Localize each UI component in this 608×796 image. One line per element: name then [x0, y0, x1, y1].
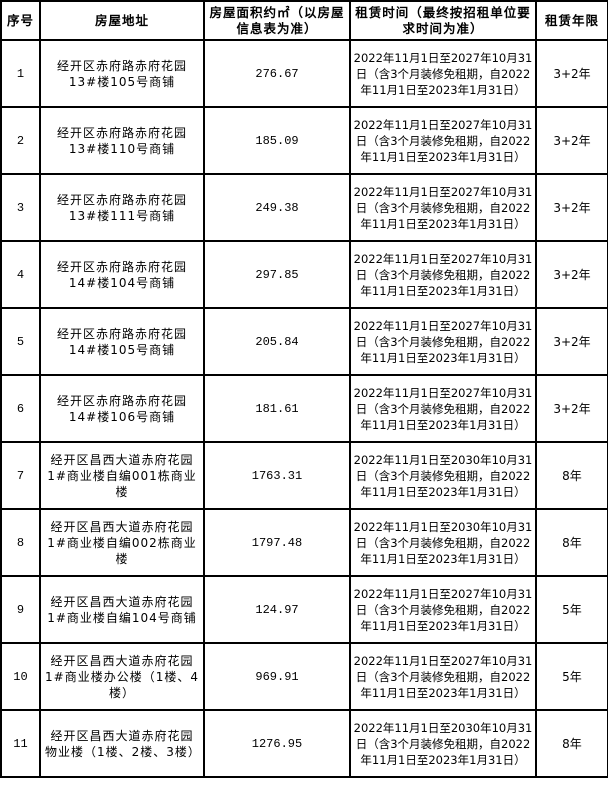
cell-address: 经开区昌西大道赤府花园1#商业楼自编104号商铺 — [39, 575, 205, 644]
cell-lease-term: 3+2年 — [535, 39, 608, 108]
cell-lease-term: 5年 — [535, 642, 608, 711]
cell-lease-time: 2022年11月1日至2027年10月31日（含3个月装修免租期，自2022年1… — [349, 173, 537, 242]
cell-address: 经开区赤府路赤府花园14#楼104号商铺 — [39, 240, 205, 309]
cell-lease-time: 2022年11月1日至2027年10月31日（含3个月装修免租期，自2022年1… — [349, 374, 537, 443]
cell-lease-term: 3+2年 — [535, 240, 608, 309]
cell-index: 5 — [0, 307, 41, 376]
cell-area: 205.84 — [203, 307, 351, 376]
cell-index: 6 — [0, 374, 41, 443]
header-address: 房屋地址 — [39, 0, 205, 41]
cell-area: 185.09 — [203, 106, 351, 175]
cell-lease-time: 2022年11月1日至2027年10月31日（含3个月装修免租期，自2022年1… — [349, 106, 537, 175]
table-row: 2 经开区赤府路赤府花园13#楼110号商铺 185.09 2022年11月1日至20… — [0, 106, 608, 175]
header-area: 房屋面积约㎡（以房屋信息表为准） — [203, 0, 351, 41]
cell-address: 经开区昌西大道赤府花园1#商业楼自编001栋商业楼 — [39, 441, 205, 510]
lease-table: 序号 房屋地址 房屋面积约㎡（以房屋信息表为准） 租赁时间（最终按招租单位要求时… — [0, 0, 608, 778]
cell-lease-term: 8年 — [535, 709, 608, 778]
cell-lease-term: 8年 — [535, 508, 608, 577]
cell-lease-time: 2022年11月1日至2027年10月31日（含3个月装修免租期，自2022年1… — [349, 642, 537, 711]
cell-area: 276.67 — [203, 39, 351, 108]
cell-index: 2 — [0, 106, 41, 175]
cell-area: 1276.95 — [203, 709, 351, 778]
cell-index: 9 — [0, 575, 41, 644]
cell-area: 297.85 — [203, 240, 351, 309]
cell-address: 经开区赤府路赤府花园13#楼105号商铺 — [39, 39, 205, 108]
cell-lease-time: 2022年11月1日至2027年10月31日（含3个月装修免租期，自2022年1… — [349, 307, 537, 376]
cell-area: 969.91 — [203, 642, 351, 711]
table-row: 7 经开区昌西大道赤府花园1#商业楼自编001栋商业楼 1763.31 2022年11… — [0, 441, 608, 510]
cell-index: 7 — [0, 441, 41, 510]
cell-index: 8 — [0, 508, 41, 577]
cell-lease-time: 2022年11月1日至2030年10月31日（含3个月装修免租期，自2022年1… — [349, 508, 537, 577]
cell-lease-time: 2022年11月1日至2027年10月31日（含3个月装修免租期，自2022年1… — [349, 575, 537, 644]
cell-lease-time: 2022年11月1日至2027年10月31日（含3个月装修免租期，自2022年1… — [349, 39, 537, 108]
table-row: 6 经开区赤府路赤府花园14#楼106号商铺 181.61 2022年11月1日至20… — [0, 374, 608, 443]
cell-index: 10 — [0, 642, 41, 711]
header-lease-term: 租赁年限 — [535, 0, 608, 41]
cell-address: 经开区赤府路赤府花园14#楼105号商铺 — [39, 307, 205, 376]
cell-lease-term: 5年 — [535, 575, 608, 644]
table-row: 4 经开区赤府路赤府花园14#楼104号商铺 297.85 2022年11月1日至20… — [0, 240, 608, 309]
header-lease-time: 租赁时间（最终按招租单位要求时间为准） — [349, 0, 537, 41]
cell-lease-term: 3+2年 — [535, 106, 608, 175]
cell-area: 124.97 — [203, 575, 351, 644]
cell-address: 经开区昌西大道赤府花园1#商业楼办公楼（1楼、4楼） — [39, 642, 205, 711]
cell-lease-time: 2022年11月1日至2030年10月31日（含3个月装修免租期，自2022年1… — [349, 709, 537, 778]
table-row: 3 经开区赤府路赤府花园13#楼111号商铺 249.38 2022年11月1日至20… — [0, 173, 608, 242]
cell-address: 经开区昌西大道赤府花园1#商业楼自编002栋商业楼 — [39, 508, 205, 577]
cell-lease-term: 8年 — [535, 441, 608, 510]
table-row: 10 经开区昌西大道赤府花园1#商业楼办公楼（1楼、4楼） 969.91 2022年1… — [0, 642, 608, 711]
table-row: 8 经开区昌西大道赤府花园1#商业楼自编002栋商业楼 1797.48 2022年11… — [0, 508, 608, 577]
cell-index: 3 — [0, 173, 41, 242]
cell-area: 249.38 — [203, 173, 351, 242]
cell-lease-time: 2022年11月1日至2030年10月31日（含3个月装修免租期，自2022年1… — [349, 441, 537, 510]
cell-lease-term: 3+2年 — [535, 173, 608, 242]
cell-area: 1763.31 — [203, 441, 351, 510]
cell-address: 经开区昌西大道赤府花园物业楼（1楼、2楼、3楼） — [39, 709, 205, 778]
cell-address: 经开区赤府路赤府花园14#楼106号商铺 — [39, 374, 205, 443]
header-row: 序号 房屋地址 房屋面积约㎡（以房屋信息表为准） 租赁时间（最终按招租单位要求时… — [0, 0, 608, 41]
cell-lease-term: 3+2年 — [535, 307, 608, 376]
cell-area: 181.61 — [203, 374, 351, 443]
cell-index: 11 — [0, 709, 41, 778]
table-row: 5 经开区赤府路赤府花园14#楼105号商铺 205.84 2022年11月1日至20… — [0, 307, 608, 376]
cell-address: 经开区赤府路赤府花园13#楼110号商铺 — [39, 106, 205, 175]
table-row: 11 经开区昌西大道赤府花园物业楼（1楼、2楼、3楼） 1276.95 2022年11… — [0, 709, 608, 778]
cell-address: 经开区赤府路赤府花园13#楼111号商铺 — [39, 173, 205, 242]
cell-lease-term: 3+2年 — [535, 374, 608, 443]
cell-index: 4 — [0, 240, 41, 309]
cell-index: 1 — [0, 39, 41, 108]
cell-lease-time: 2022年11月1日至2027年10月31日（含3个月装修免租期，自2022年1… — [349, 240, 537, 309]
table-row: 1 经开区赤府路赤府花园13#楼105号商铺 276.67 2022年11月1日至20… — [0, 39, 608, 108]
table-row: 9 经开区昌西大道赤府花园1#商业楼自编104号商铺 124.97 2022年11月1… — [0, 575, 608, 644]
cell-area: 1797.48 — [203, 508, 351, 577]
header-index: 序号 — [0, 0, 41, 41]
